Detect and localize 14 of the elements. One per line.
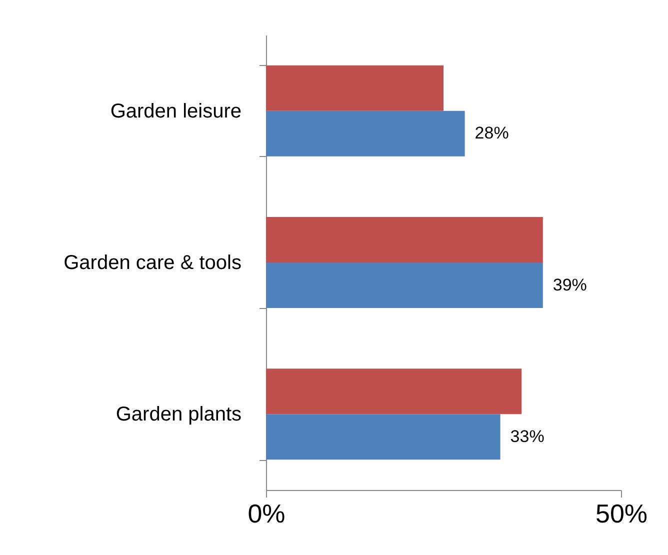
data-label: 28% (474, 124, 509, 143)
bar (266, 65, 444, 111)
y-tick-label: Garden leisure (110, 100, 242, 122)
data-label: 33% (510, 426, 544, 446)
bar (266, 217, 543, 262)
y-tick-label: Garden plants (116, 404, 242, 426)
x-tick-label: 0% (248, 498, 286, 528)
bar (266, 368, 522, 414)
y-tick-label: Garden care & tools (64, 252, 242, 274)
bar (266, 414, 500, 460)
x-tick-label: 50% (595, 498, 648, 528)
bar (266, 110, 465, 156)
data-label: 39% (552, 275, 587, 294)
bar (266, 262, 543, 308)
